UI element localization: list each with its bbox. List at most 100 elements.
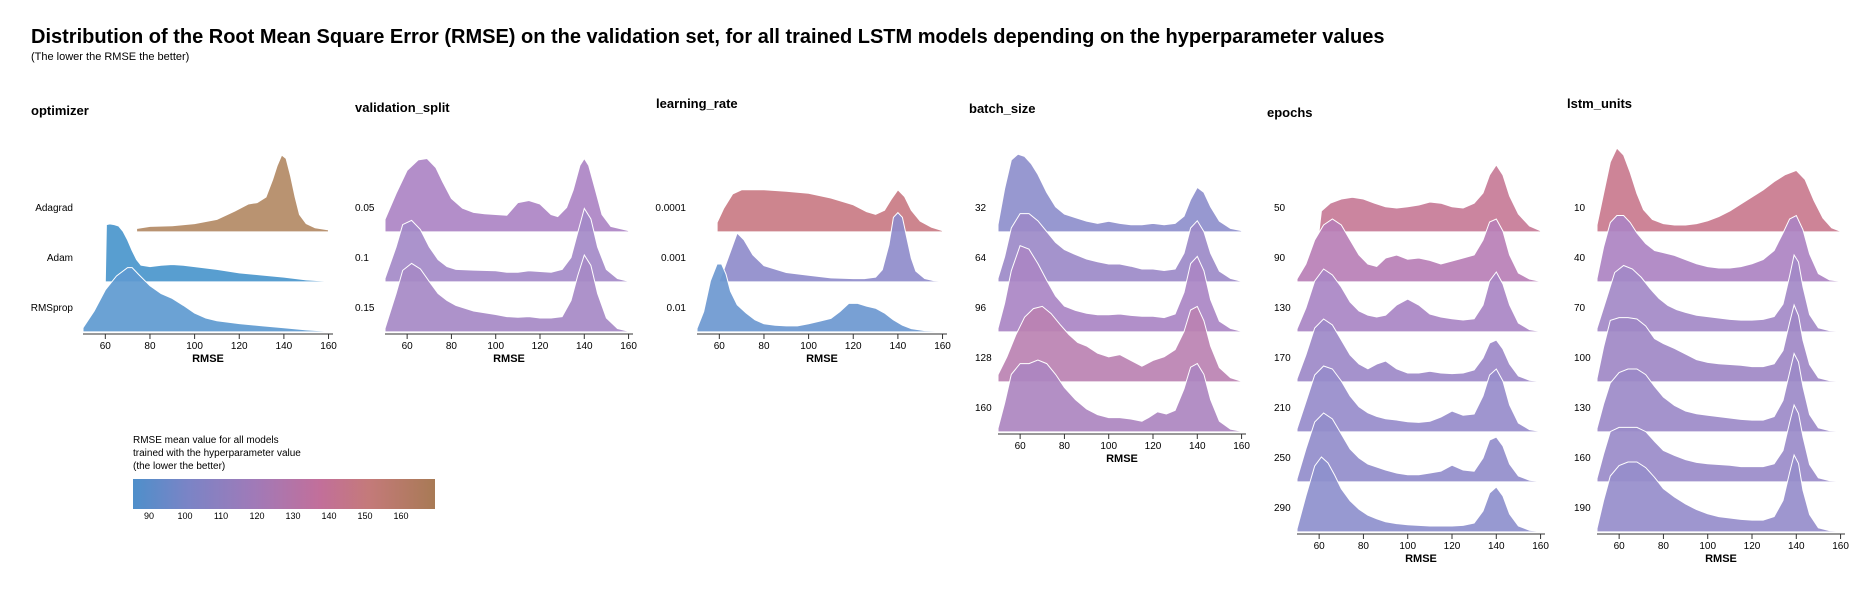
ridge-area: [82, 267, 329, 333]
x-axis-label: RMSE: [1405, 553, 1437, 565]
ridge-label: 0.15: [355, 303, 375, 314]
ridge-area: [104, 223, 329, 283]
x-tick-label: 160: [620, 341, 637, 352]
ridgeline-panel-learning_rate: learning_rate 0.0001 0.001 0.01 60 80 100 120 14…: [655, 96, 951, 365]
x-tick-label: 100: [1699, 541, 1716, 552]
x-tick-label: 80: [1358, 541, 1370, 552]
panel-title: learning_rate: [656, 96, 738, 111]
legend-tick: 150: [357, 511, 373, 521]
x-tick-label: 120: [845, 341, 862, 352]
ridge-area: [1596, 352, 1842, 433]
ridge-area: [1596, 403, 1842, 483]
x-tick-label: 60: [100, 341, 112, 352]
ridgeline-panel-validation_split: validation_split 0.05 0.1 0.15 60 80 100 120 140…: [355, 100, 637, 365]
x-tick-label: 100: [487, 341, 504, 352]
x-tick-label: 140: [576, 341, 593, 352]
legend-tick: 130: [285, 511, 301, 521]
x-tick-label: 120: [1444, 541, 1461, 552]
x-tick-label: 140: [1189, 441, 1206, 452]
x-tick-label: 60: [1614, 541, 1626, 552]
ridge-label: 160: [1574, 453, 1591, 464]
x-tick-label: 160: [934, 341, 951, 352]
legend-tick: 110: [213, 511, 229, 521]
color-legend: RMSE mean value for all models trained w…: [133, 434, 435, 523]
ridge-label: 40: [1574, 253, 1586, 264]
x-axis-label: RMSE: [493, 353, 525, 365]
ridge-area: [384, 207, 630, 283]
x-tick-label: 140: [276, 341, 293, 352]
ridge-area: [997, 244, 1243, 333]
ridge-area: [136, 154, 329, 233]
panel-title: validation_split: [355, 100, 450, 115]
ridge-label: 250: [1274, 453, 1291, 464]
ridgeline-panel-epochs: epochs 50 90 130 170 210 250 290 60 80 100 120 140 16…: [1267, 105, 1549, 565]
ridge-label: 130: [1274, 303, 1291, 314]
ridge-label: 50: [1274, 203, 1286, 214]
x-tick-label: 60: [714, 341, 726, 352]
ridge-area: [716, 189, 943, 233]
ridge-area: [997, 213, 1243, 283]
legend-tick: 120: [249, 511, 265, 521]
panel-title: lstm_units: [1567, 96, 1632, 111]
ridgeline-panel-batch_size: batch_size 32 64 96 128 160 60 80 100 120 140 160 RM…: [969, 101, 1250, 465]
x-tick-label: 100: [1100, 441, 1117, 452]
ridge-area: [1596, 453, 1842, 533]
legend-title-line: RMSE mean value for all models: [133, 435, 279, 446]
x-tick-label: 140: [1488, 541, 1505, 552]
x-tick-label: 80: [144, 341, 156, 352]
ridge-label: 90: [1274, 253, 1286, 264]
x-axis-label: RMSE: [1705, 553, 1737, 565]
ridge-label: 210: [1274, 403, 1291, 414]
ridge-label: 128: [975, 353, 992, 364]
x-axis-label: RMSE: [192, 353, 224, 365]
x-tick-label: 80: [1059, 441, 1071, 452]
x-tick-label: 160: [320, 341, 337, 352]
ridge-label: 0.1: [355, 253, 369, 264]
ridge-area: [1596, 303, 1842, 383]
x-tick-label: 120: [231, 341, 248, 352]
x-axis-label: RMSE: [1106, 453, 1138, 465]
ridge-area: [1296, 412, 1542, 483]
x-tick-label: 120: [1145, 441, 1162, 452]
x-tick-label: 80: [446, 341, 458, 352]
ridge-label: 100: [1574, 353, 1591, 364]
ridge-label: 10: [1574, 203, 1586, 214]
x-tick-label: 100: [1399, 541, 1416, 552]
ridge-label: 70: [1574, 303, 1586, 314]
x-tick-label: 140: [890, 341, 907, 352]
legend-title-line: (the lower the better): [133, 461, 226, 472]
x-tick-label: 160: [1532, 541, 1549, 552]
x-tick-label: 60: [1015, 441, 1027, 452]
x-tick-label: 100: [800, 341, 817, 352]
x-tick-label: 80: [1658, 541, 1670, 552]
ridge-area: [384, 157, 630, 233]
page-subtitle: (The lower the RMSE the better): [31, 51, 190, 63]
ridge-label: 130: [1574, 403, 1591, 414]
x-tick-label: 120: [1744, 541, 1761, 552]
legend-tick: 160: [393, 511, 409, 521]
x-tick-label: 100: [186, 341, 203, 352]
ridge-area: [1596, 214, 1842, 283]
ridge-area: [1318, 163, 1542, 233]
panel-title: optimizer: [31, 103, 89, 118]
x-tick-label: 160: [1233, 441, 1250, 452]
ridge-label: 170: [1274, 353, 1291, 364]
legend-tick: 90: [143, 511, 155, 521]
ridgeline-panel-optimizer: optimizer Adagrad Adam RMSprop 60 80 100 120 140…: [31, 103, 338, 365]
x-tick-label: 60: [402, 341, 414, 352]
ridge-area: [1596, 147, 1842, 233]
ridge-label: Adam: [47, 253, 73, 264]
ridge-label: 0.001: [661, 253, 686, 264]
legend-ticks: 90 100 110 120 130 140 150 160: [133, 509, 435, 523]
panel-title: batch_size: [969, 101, 1035, 116]
panel-title: epochs: [1267, 105, 1313, 120]
ridge-area: [997, 153, 1243, 233]
ridgeline-panel-lstm_units: lstm_units 10 40 70 100 130 160 190 60 80 100 120 14…: [1567, 96, 1849, 565]
ridge-label: 0.01: [667, 303, 687, 314]
legend-title: RMSE mean value for all models trained w…: [133, 434, 353, 473]
ridge-label: 290: [1274, 503, 1291, 514]
ridge-area: [384, 253, 630, 333]
ridge-label: 64: [975, 253, 987, 264]
legend-title-line: trained with the hyperparameter value: [133, 448, 301, 459]
ridge-area: [696, 263, 943, 333]
